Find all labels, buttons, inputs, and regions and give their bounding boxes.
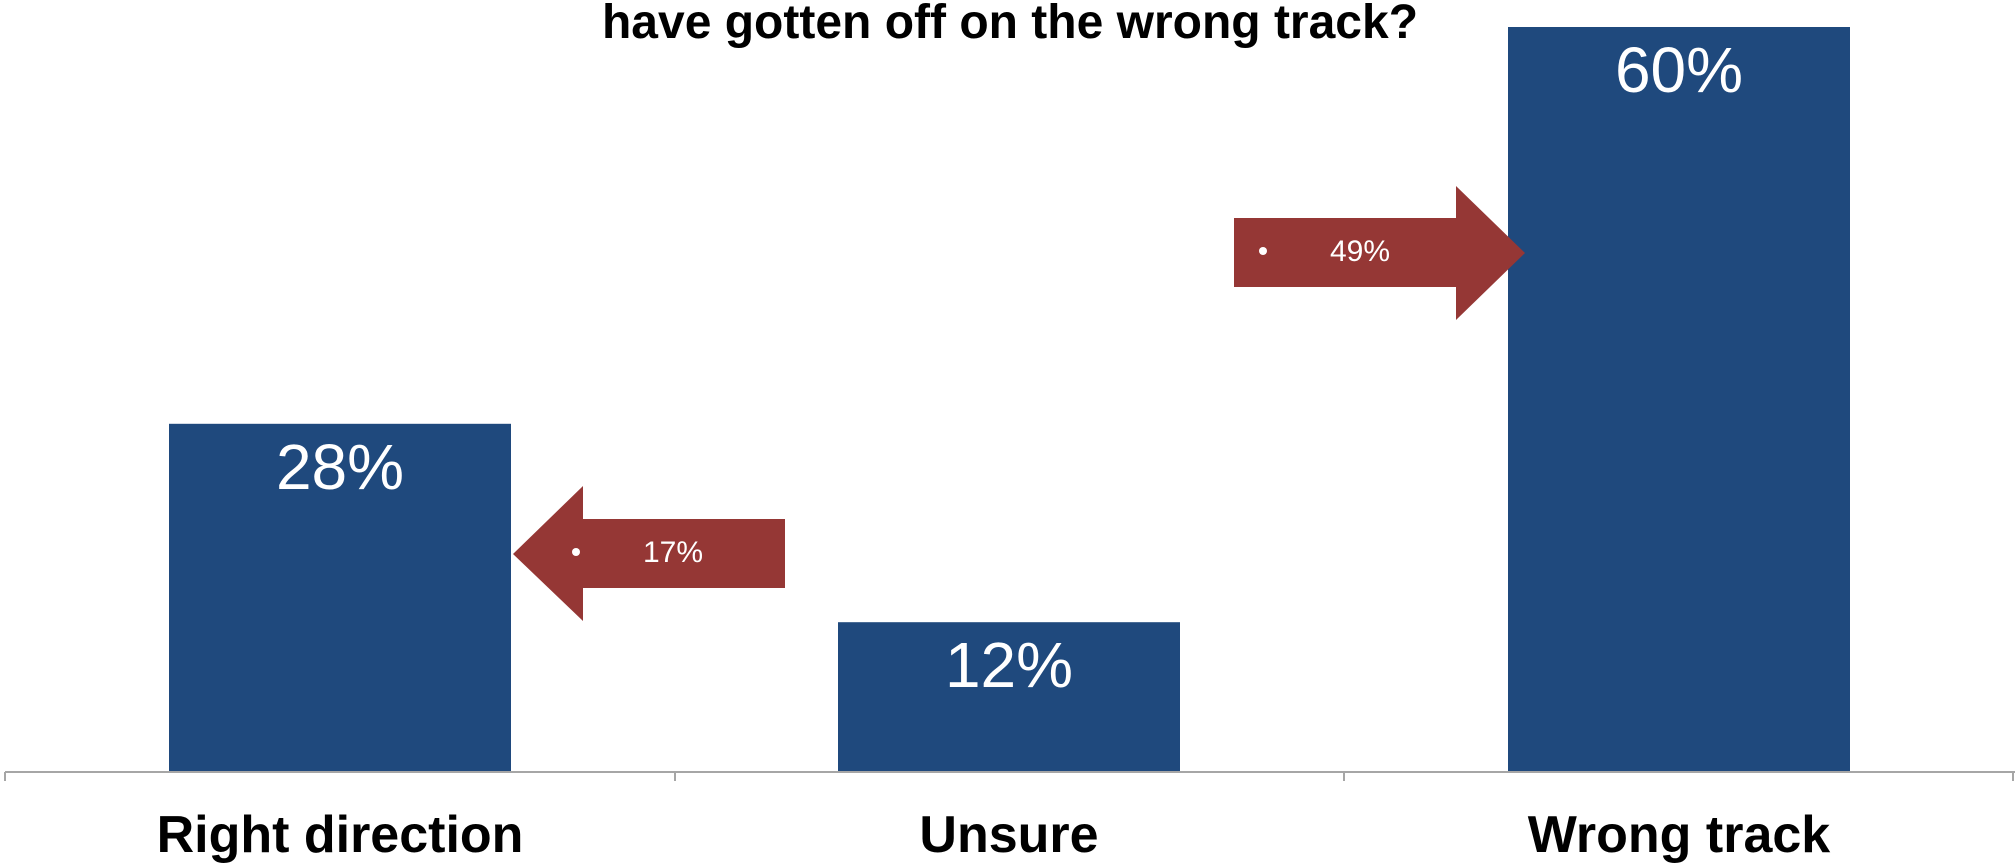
bar-wrong-track: [1508, 27, 1850, 771]
category-label: Wrong track: [1528, 806, 1831, 864]
chart-title: have gotten off on the wrong track?: [602, 0, 1418, 49]
category-label: Right direction: [157, 806, 524, 864]
arrow-right-shape: [1234, 186, 1525, 320]
bar-value-label: 60%: [1615, 34, 1743, 106]
category-label: Unsure: [919, 806, 1098, 864]
category-labels: Right direction Unsure Wrong track: [157, 806, 1831, 864]
annotation-label-right: 49%: [1330, 235, 1390, 268]
annotation-arrow-right: 49%: [1234, 186, 1525, 320]
annotation-label-left: 17%: [643, 536, 703, 569]
bullet-dot: [572, 548, 580, 556]
arrow-left-shape: [513, 486, 785, 621]
bar-labels: 28% 12% 60%: [276, 34, 1743, 701]
bar-value-label: 12%: [945, 629, 1073, 701]
bullet-dot: [1259, 247, 1267, 255]
bar-unsure: [838, 622, 1180, 771]
bars: [169, 27, 1850, 771]
bar-right-direction: [169, 423, 511, 771]
annotation-arrow-left: 17%: [513, 486, 785, 621]
bar-value-label: 28%: [276, 431, 404, 503]
